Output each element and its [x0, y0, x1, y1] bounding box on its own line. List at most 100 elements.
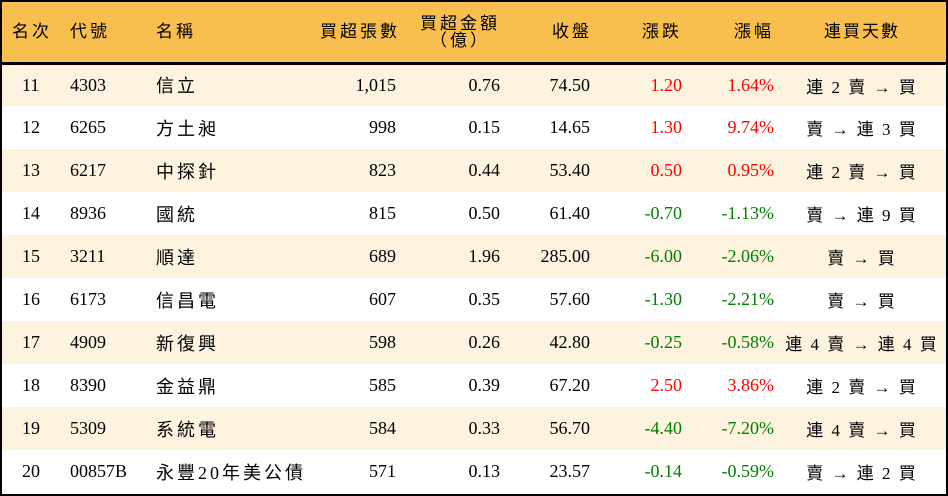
cell-change-pct: -0.59%: [721, 461, 775, 481]
cell-amount: 0.39: [468, 375, 501, 395]
table-row: 11 4303 信立 1,015 0.76 74.50 1.20 1.64% 連…: [2, 63, 946, 106]
cell-change: 2.50: [650, 375, 683, 395]
cell-consecutive-days: 連 4 賣 → 買: [806, 421, 918, 440]
header-code: 代號: [68, 2, 150, 65]
cell-change: -0.14: [644, 461, 683, 481]
cell-change: -0.25: [644, 332, 683, 352]
cell-name: 信立: [156, 76, 198, 97]
header-change-pct: 漲幅: [686, 2, 778, 65]
cell-rank: 13: [22, 160, 40, 180]
header-name: 名稱: [150, 2, 300, 65]
cell-consecutive-days: 連 2 賣 → 買: [806, 378, 918, 397]
cell-code: 4303: [70, 74, 106, 95]
cell-amount: 0.50: [468, 203, 501, 223]
cell-volume: 1,015: [355, 74, 397, 95]
cell-volume: 598: [369, 332, 396, 352]
cell-change-pct: 1.64%: [727, 74, 775, 95]
cell-consecutive-days: 賣 → 買: [827, 249, 897, 268]
cell-rank: 14: [22, 203, 40, 223]
cell-amount: 0.33: [468, 418, 501, 438]
table-row: 17 4909 新復興 598 0.26 42.80 -0.25 -0.58% …: [2, 321, 946, 364]
cell-code: 4909: [70, 332, 106, 352]
table-row: 20 00857B 永豐20年美公債 571 0.13 23.57 -0.14 …: [2, 450, 946, 493]
table-row: 18 8390 金益鼎 585 0.39 67.20 2.50 3.86% 連 …: [2, 364, 946, 407]
cell-change-pct: -2.21%: [721, 289, 775, 309]
cell-change: -0.70: [644, 203, 683, 223]
cell-volume: 823: [369, 160, 396, 180]
cell-consecutive-days: 賣 → 買: [827, 292, 897, 311]
cell-name: 順達: [156, 247, 198, 268]
cell-amount: 0.76: [468, 74, 501, 95]
table-row: 16 6173 信昌電 607 0.35 57.60 -1.30 -2.21% …: [2, 278, 946, 321]
cell-code: 8936: [70, 203, 106, 223]
table-body: 11 4303 信立 1,015 0.76 74.50 1.20 1.64% 連…: [2, 63, 946, 493]
cell-consecutive-days: 連 2 賣 → 買: [806, 77, 918, 97]
cell-volume: 571: [369, 461, 396, 481]
cell-volume: 585: [369, 375, 396, 395]
cell-close: 56.70: [549, 418, 591, 438]
cell-name: 中探針: [156, 161, 219, 182]
cell-amount: 1.96: [468, 246, 501, 266]
cell-close: 23.57: [549, 461, 591, 481]
cell-rank: 18: [22, 375, 40, 395]
table-row: 13 6217 中探針 823 0.44 53.40 0.50 0.95% 連 …: [2, 149, 946, 192]
cell-change-pct: -7.20%: [721, 418, 775, 438]
cell-change: 1.20: [650, 74, 683, 95]
table-row: 14 8936 國統 815 0.50 61.40 -0.70 -1.13% 賣…: [2, 192, 946, 235]
cell-rank: 16: [22, 289, 40, 309]
cell-name: 國統: [156, 204, 198, 225]
cell-change-pct: -1.13%: [721, 203, 775, 223]
cell-change: -1.30: [644, 289, 683, 309]
header-net-buy-amount-label: 買超金額: [420, 13, 500, 33]
cell-volume: 607: [369, 289, 396, 309]
cell-consecutive-days: 連 2 賣 → 買: [806, 163, 918, 182]
cell-close: 57.60: [549, 289, 591, 309]
cell-change-pct: 9.74%: [727, 117, 775, 137]
cell-amount: 0.15: [468, 117, 501, 137]
cell-rank: 17: [22, 332, 40, 352]
cell-amount: 0.26: [468, 332, 501, 352]
cell-volume: 998: [369, 117, 396, 137]
table-row: 19 5309 系統電 584 0.33 56.70 -4.40 -7.20% …: [2, 407, 946, 450]
cell-amount: 0.44: [468, 160, 501, 180]
cell-code: 8390: [70, 375, 106, 395]
header-net-buy-volume: 買超張數: [300, 2, 400, 65]
cell-volume: 689: [369, 246, 396, 266]
cell-rank: 11: [22, 74, 40, 95]
cell-volume: 815: [369, 203, 396, 223]
cell-amount: 0.35: [468, 289, 501, 309]
cell-code: 6217: [70, 160, 106, 180]
cell-change: -6.00: [644, 246, 683, 266]
header-rank: 名次: [2, 2, 68, 65]
cell-rank: 20: [22, 461, 40, 481]
cell-change: -4.40: [644, 418, 683, 438]
cell-close: 61.40: [549, 203, 591, 223]
cell-rank: 15: [22, 246, 40, 266]
cell-consecutive-days: 賣 → 連 9 買: [806, 206, 918, 225]
cell-consecutive-days: 連 4 賣 → 連 4 買: [785, 335, 939, 354]
cell-change-pct: 3.86%: [727, 375, 775, 395]
header-net-buy-amount-unit: （億）: [430, 30, 490, 50]
table-header-row: 名次 代號 名稱 買超張數 買超金額 （億） 收盤 漲跌 漲幅 連買天數: [2, 2, 946, 65]
cell-name: 系統電: [156, 419, 219, 440]
table-row: 15 3211 順達 689 1.96 285.00 -6.00 -2.06% …: [2, 235, 946, 278]
cell-close: 53.40: [549, 160, 591, 180]
cell-close: 14.65: [549, 117, 591, 137]
cell-close: 285.00: [540, 246, 591, 266]
cell-code: 6265: [70, 117, 106, 137]
cell-close: 67.20: [549, 375, 591, 395]
cell-consecutive-days: 賣 → 連 3 買: [806, 120, 918, 139]
cell-close: 42.80: [549, 332, 591, 352]
cell-code: 6173: [70, 289, 106, 309]
cell-change-pct: -0.58%: [721, 332, 775, 352]
cell-change-pct: 0.95%: [727, 160, 775, 180]
cell-name: 信昌電: [156, 290, 219, 311]
table-row: 12 6265 方土昶 998 0.15 14.65 1.30 9.74% 賣 …: [2, 106, 946, 149]
cell-amount: 0.13: [468, 461, 501, 481]
cell-name: 金益鼎: [156, 376, 219, 397]
cell-code: 3211: [70, 246, 106, 266]
header-change: 漲跌: [594, 2, 686, 65]
cell-close: 74.50: [549, 74, 591, 95]
